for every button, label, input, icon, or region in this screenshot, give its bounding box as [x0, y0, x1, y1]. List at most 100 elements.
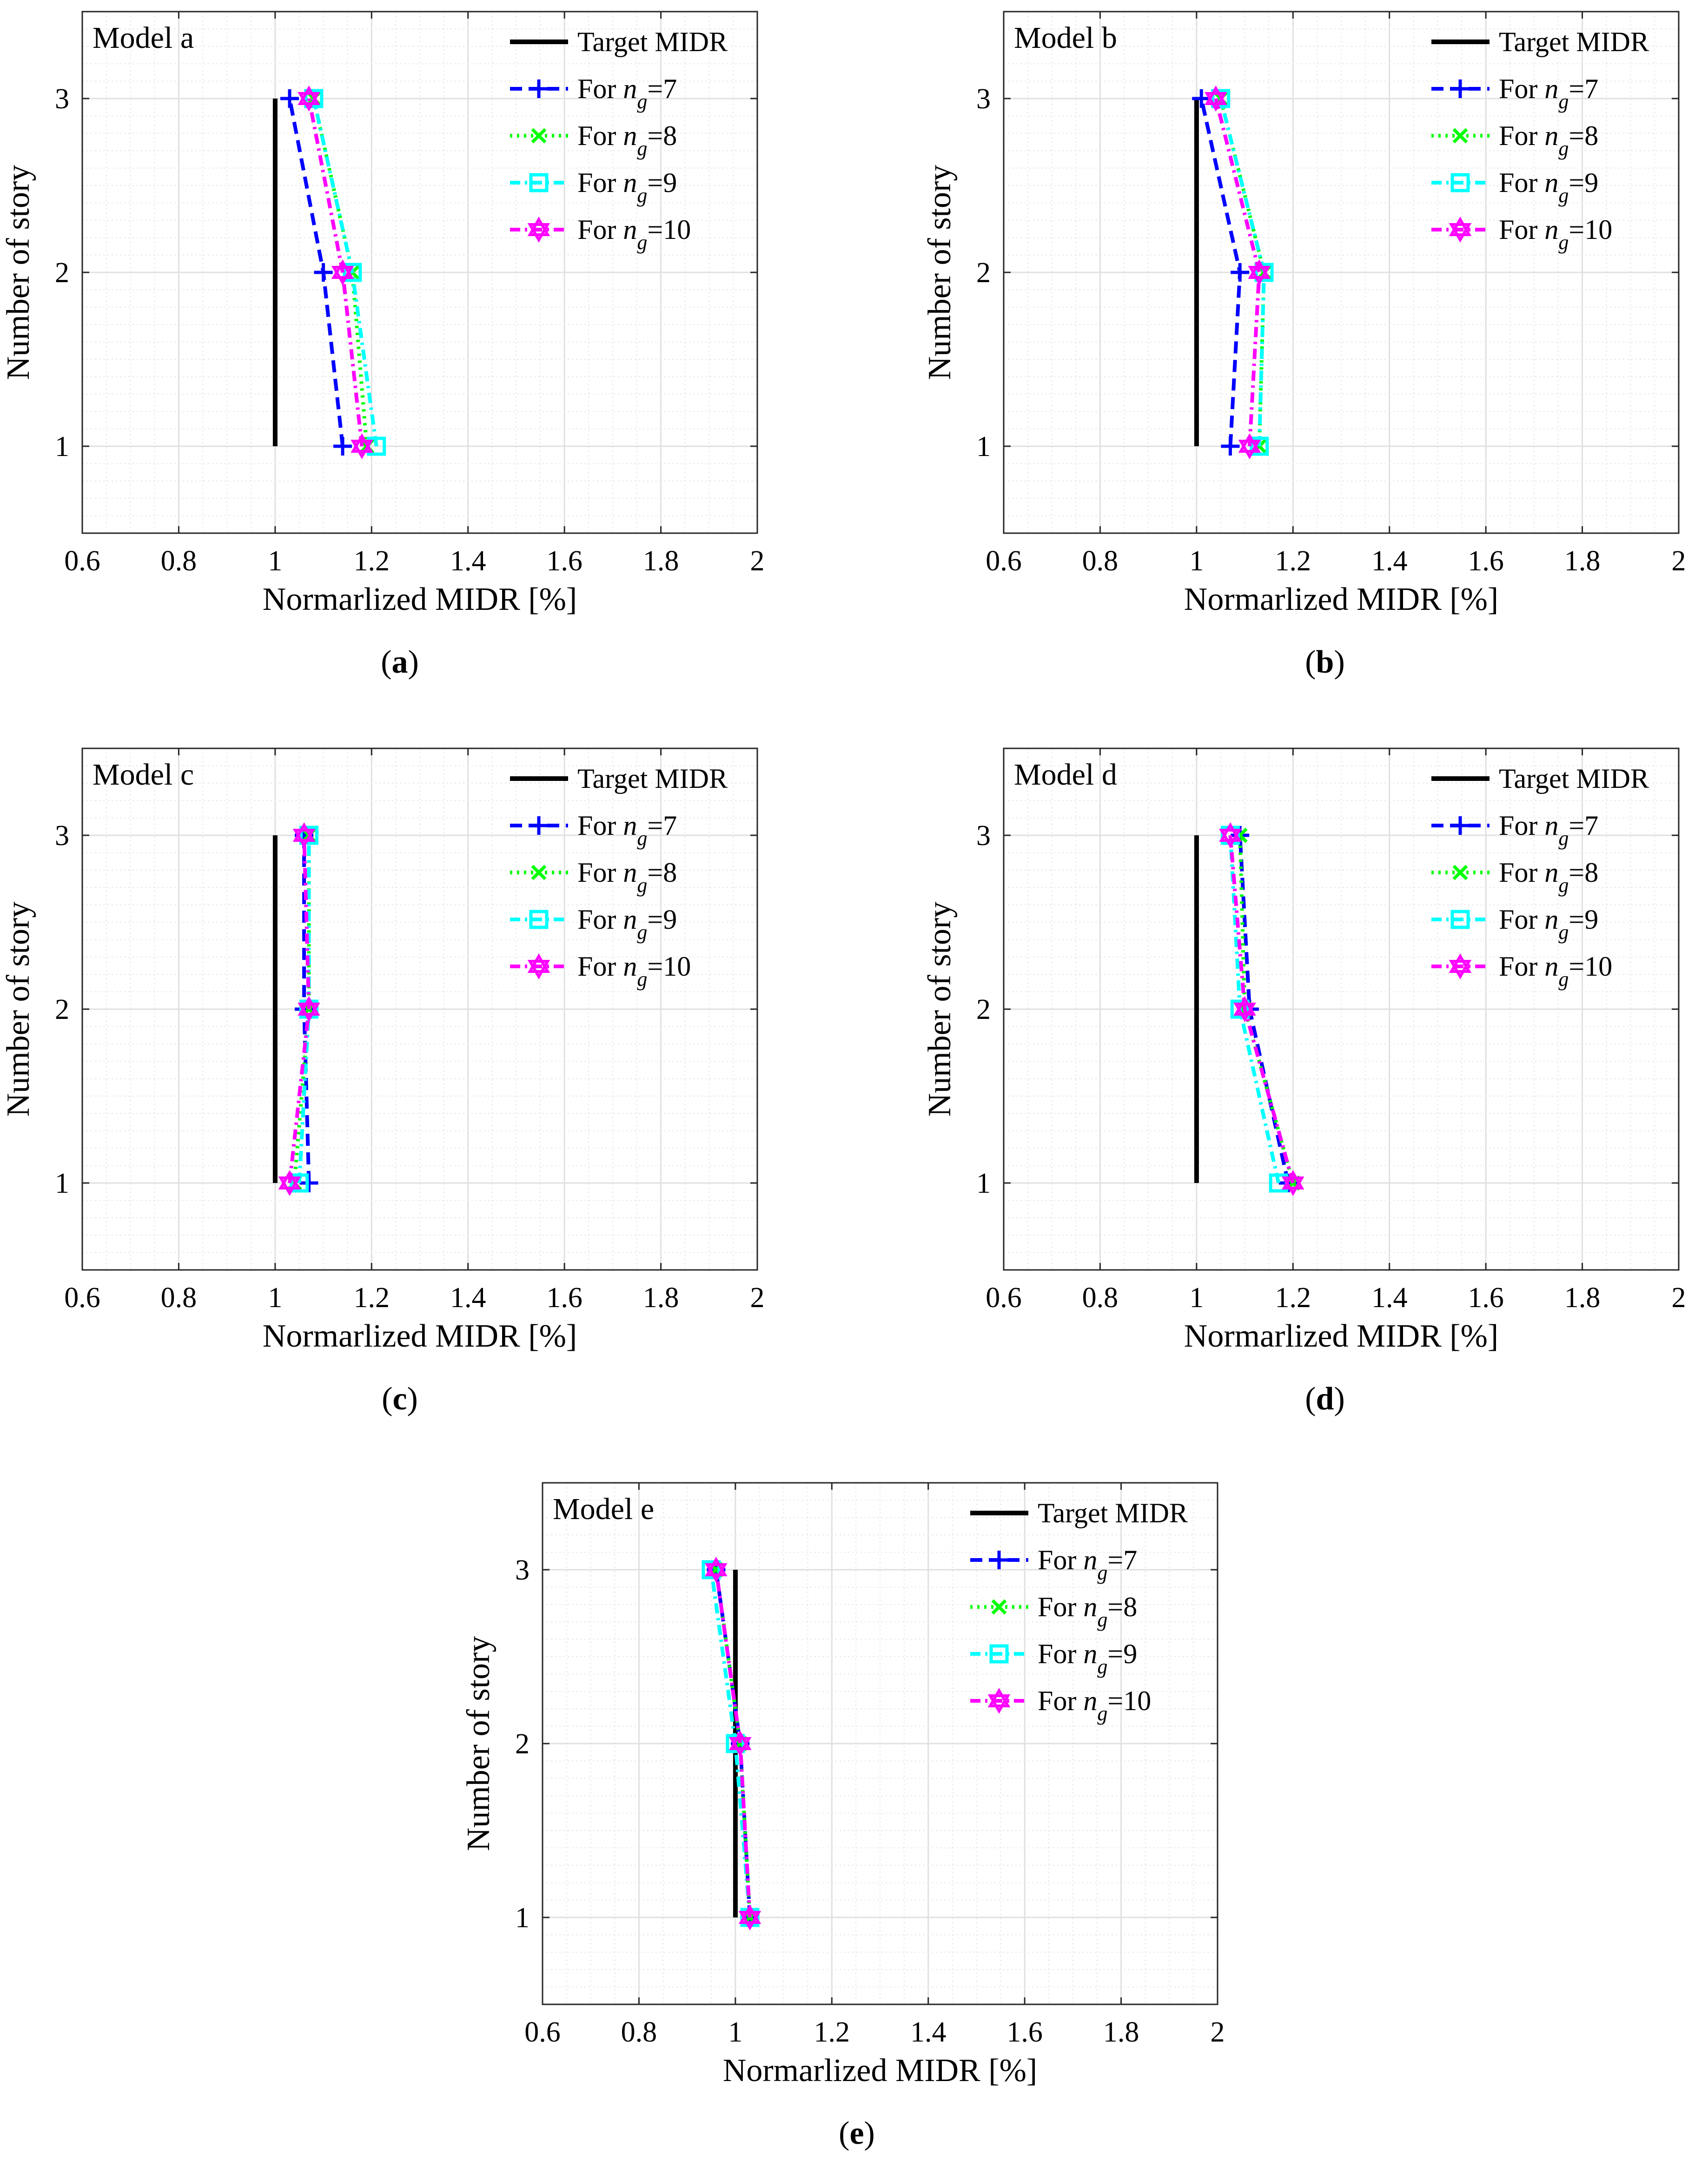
x-tick-label: 1.8 [643, 1282, 679, 1314]
x-tick-label: 0.8 [621, 2016, 657, 2048]
y-tick-label: 2 [976, 994, 991, 1025]
series-4 [1205, 85, 1271, 460]
ticks-c: 0.6 0.8 1 1.2 1.4 1.6 1.8 2 1 2 3 [55, 748, 765, 1314]
x-axis-label: Normarlized MIDR [%] [1184, 1318, 1498, 1354]
x-tick-label: 1.4 [1371, 545, 1408, 577]
x-tick-label: 1.8 [1564, 545, 1601, 577]
legend-swatch-marker-d2 [1452, 865, 1468, 880]
legend-swatch-marker-tri-down [527, 960, 550, 979]
legend-item-4: For ng=10 [510, 214, 691, 254]
data-point-marker-tri-up [298, 85, 320, 105]
panel-caption-a: (a) [381, 644, 419, 680]
legend-swatch-marker [989, 1644, 1009, 1664]
y-axis-label: Number of story [461, 1636, 497, 1851]
data-point-marker-tri-up [1233, 996, 1256, 1016]
legend-label-var: n [1083, 1639, 1097, 1669]
legend-label: For ng=8 [1499, 857, 1598, 897]
series-line [714, 1569, 752, 1918]
legend-label-var: n [623, 73, 637, 104]
legend-label-subscript: g [1558, 921, 1569, 944]
legend-label-subscript: g [1558, 827, 1569, 850]
legend-label-subscript: g [637, 968, 647, 991]
legend-label-var: n [623, 214, 637, 245]
data-point-marker-tri-down [278, 1176, 301, 1196]
data-point-marker-tri-up [1248, 259, 1271, 279]
x-tick-label: 1.2 [354, 545, 390, 577]
legend-label: For ng=9 [577, 167, 677, 207]
legend-label-subscript: g [1558, 137, 1569, 160]
data-point-marker [292, 822, 316, 849]
legend-item-2: For ng=8 [970, 1592, 1137, 1631]
data-point-marker-tri-up [292, 822, 316, 842]
legend-label: For ng=10 [577, 951, 691, 991]
data-point-marker-tri-up [705, 1556, 728, 1576]
legend-item-0: Target MIDR [1431, 26, 1649, 57]
data-point-marker [299, 826, 318, 845]
legend-item-3: For ng=9 [970, 1639, 1137, 1678]
legend-label-subscript: g [1097, 1608, 1107, 1631]
y-axis-label: Number of story [922, 165, 958, 380]
series-1 [280, 89, 352, 456]
x-tick-label: 1.2 [1275, 1282, 1311, 1314]
x-tick-label: 1.8 [643, 545, 679, 577]
legend-label-suffix: =7 [1569, 73, 1598, 104]
legend-swatch-marker [529, 910, 549, 929]
legend-label-prefix: For [577, 810, 623, 841]
legend-label-var: n [1544, 167, 1558, 198]
data-point-marker [1192, 89, 1211, 108]
legend-swatch-marker-tri-up [1449, 217, 1472, 236]
x-tick-label: 1 [1189, 545, 1204, 577]
x-tick-label: 0.6 [986, 1282, 1022, 1314]
legend-swatch-marker-tri-up [527, 217, 550, 236]
data-point-marker-tri-up [729, 1730, 752, 1750]
legend-label-var: n [1083, 1545, 1097, 1575]
legend-label: For ng=7 [1499, 810, 1598, 850]
series-1 [1192, 89, 1250, 456]
legend-swatch-marker [531, 128, 547, 144]
x-axis-label: Normarlized MIDR [%] [263, 1318, 577, 1354]
series-group-c [272, 822, 320, 1196]
data-point-marker-tri-up [1219, 822, 1242, 842]
panel-d: 0.6 0.8 1 1.2 1.4 1.6 1.8 2 1 2 3 Normarlized MIDR … [922, 747, 1686, 1417]
y-tick-label: 3 [976, 820, 991, 852]
legend-label: Target MIDR [1038, 1498, 1188, 1528]
y-tick-label: 3 [55, 83, 69, 115]
data-point-marker-tri-down [705, 1563, 728, 1583]
legend-item-2: For ng=8 [510, 120, 677, 160]
data-point-marker [343, 263, 362, 282]
legend-label: Target MIDR [577, 763, 728, 794]
caption-open-paren: ( [1305, 644, 1316, 680]
legend-item-2: For ng=8 [1431, 120, 1598, 160]
series-group-d [1194, 822, 1304, 1196]
legend-label-subscript: g [1558, 968, 1569, 991]
caption-open-paren: ( [382, 1381, 392, 1417]
x-axis-label: Normarlized MIDR [%] [263, 582, 577, 617]
x-tick-label: 0.8 [1082, 545, 1119, 577]
series-line [307, 98, 364, 447]
legend-label-subscript: g [1558, 874, 1569, 897]
legend-label-prefix: For [1499, 904, 1544, 935]
legend-label-suffix: =8 [647, 857, 677, 888]
panel-e: 0.6 0.8 1 1.2 1.4 1.6 1.8 2 1 2 3 Normarlized MIDR … [461, 1482, 1225, 2151]
legend-swatch-marker [1451, 79, 1470, 98]
data-point-marker-tri-up [1238, 433, 1261, 453]
legend-label-prefix: For [1499, 167, 1544, 198]
legend-label-suffix: =8 [1569, 120, 1598, 151]
x-tick-label: 0.6 [64, 545, 100, 577]
legend-swatch-marker [1450, 173, 1470, 192]
x-tick-label: 1.2 [814, 2016, 850, 2048]
data-point-marker [1238, 433, 1261, 460]
x-axis-label: Normarlized MIDR [%] [1184, 582, 1498, 617]
legend-label: For ng=7 [577, 73, 677, 113]
x-tick-label: 1.4 [450, 1282, 486, 1314]
series-group-b [1192, 85, 1274, 460]
legend-swatch-marker [1452, 128, 1468, 144]
legend-label-subscript: g [637, 874, 647, 897]
caption-close-paren: ) [864, 2115, 875, 2151]
series-group-e [702, 1556, 761, 1931]
x-tick-label: 1.8 [1564, 1282, 1601, 1314]
legend-label-suffix: =10 [1569, 951, 1612, 982]
legend-label-prefix: For [1499, 951, 1544, 982]
y-tick-label: 1 [976, 431, 991, 463]
